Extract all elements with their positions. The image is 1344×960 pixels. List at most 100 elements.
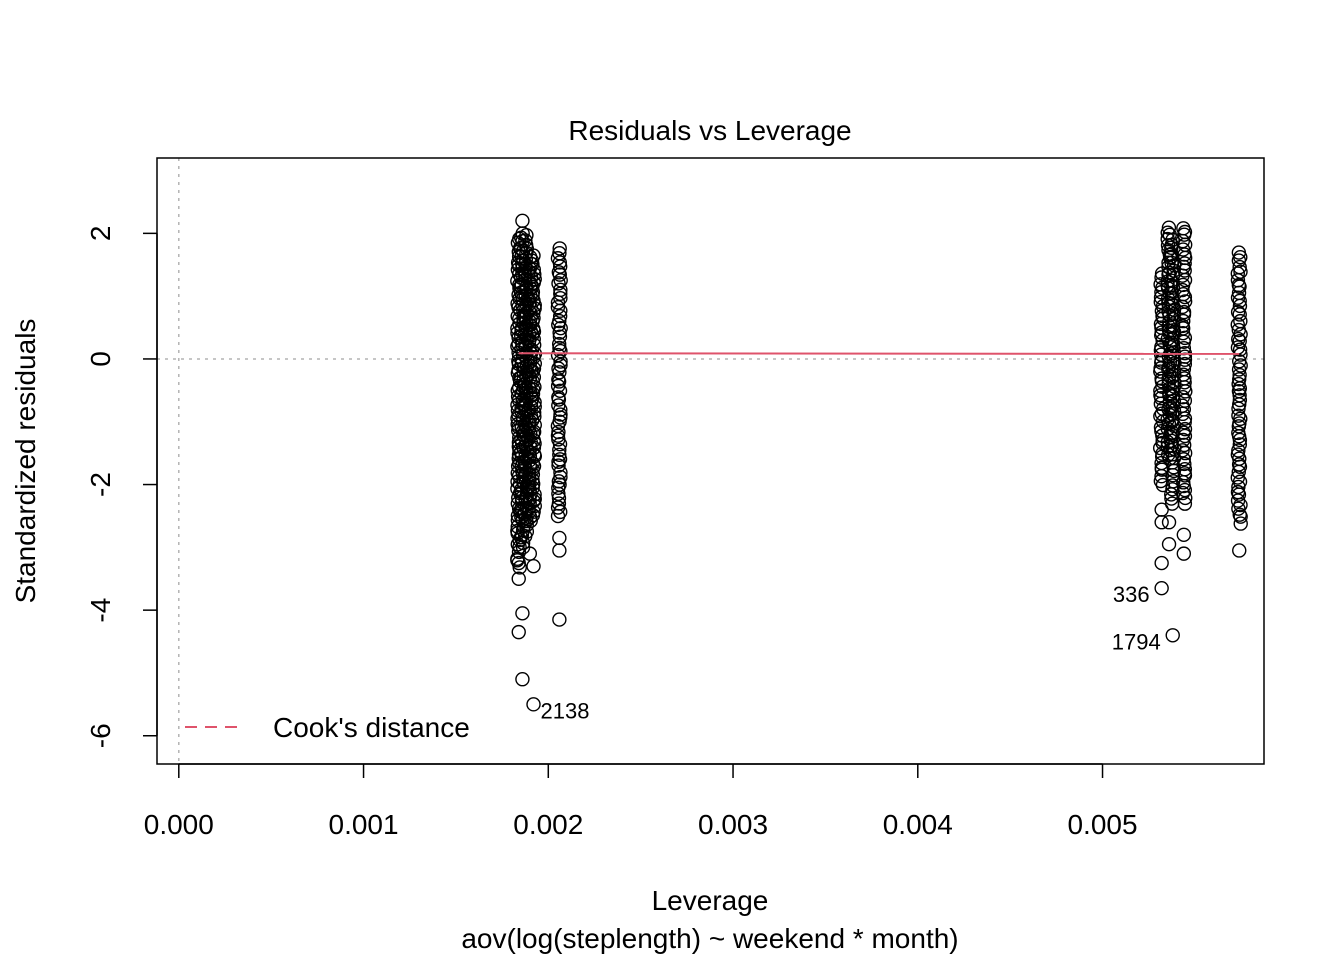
data-point bbox=[551, 336, 567, 352]
outlier-point bbox=[1176, 527, 1192, 542]
y-tick-label: -2 bbox=[85, 472, 116, 497]
data-point bbox=[552, 340, 567, 356]
y-axis: -6 -4 -2 0 2 bbox=[85, 226, 158, 748]
x-axis-label: Leverage bbox=[652, 885, 769, 916]
data-point bbox=[525, 472, 540, 488]
data-point bbox=[1175, 282, 1190, 298]
data-point bbox=[1231, 408, 1246, 423]
x-tick-label: 0.005 bbox=[1067, 809, 1137, 840]
x-tick-label: 0.001 bbox=[329, 809, 399, 840]
data-point bbox=[1233, 411, 1248, 427]
data-point bbox=[1164, 285, 1179, 301]
data-point bbox=[551, 276, 566, 291]
data-point bbox=[550, 347, 566, 363]
data-point bbox=[527, 491, 542, 507]
data-point bbox=[1165, 323, 1181, 338]
data-point bbox=[1177, 456, 1192, 472]
outlier-point bbox=[526, 558, 541, 574]
data-point bbox=[553, 282, 568, 298]
data-point bbox=[1177, 421, 1193, 437]
data-point bbox=[552, 313, 567, 329]
data-point bbox=[552, 308, 568, 324]
data-point bbox=[519, 227, 534, 243]
outlier-point bbox=[515, 606, 530, 621]
outlier-point bbox=[1154, 580, 1169, 596]
data-point bbox=[552, 329, 568, 344]
data-point bbox=[553, 320, 568, 336]
data-point bbox=[551, 398, 566, 413]
y-tick-label: 0 bbox=[85, 351, 116, 367]
data-point bbox=[552, 246, 567, 261]
data-point bbox=[1176, 313, 1191, 329]
data-point bbox=[1165, 478, 1180, 493]
data-point bbox=[1230, 484, 1246, 500]
outlier-point bbox=[515, 672, 530, 687]
data-point bbox=[551, 424, 566, 440]
point-label: 2138 bbox=[541, 698, 590, 723]
point-label: 1794 bbox=[1112, 629, 1161, 654]
data-point bbox=[1232, 293, 1247, 309]
data-point bbox=[518, 233, 533, 248]
data-point bbox=[1231, 457, 1247, 472]
smoother-line bbox=[518, 352, 1240, 355]
outlier-point bbox=[511, 571, 526, 586]
data-point bbox=[551, 265, 567, 280]
data-point bbox=[1231, 245, 1247, 260]
data-point bbox=[1166, 263, 1181, 279]
outlier-point bbox=[1154, 555, 1169, 571]
data-point bbox=[553, 407, 568, 422]
outlier-point bbox=[1232, 543, 1247, 558]
x-tick-label: 0.004 bbox=[883, 809, 953, 840]
outlier-point bbox=[552, 543, 567, 558]
data-point bbox=[1232, 437, 1248, 452]
legend: Cook's distance bbox=[185, 712, 470, 743]
x-axis: 0.000 0.001 0.002 0.003 0.004 0.005 bbox=[144, 763, 1138, 840]
outlier-point bbox=[1154, 515, 1169, 530]
outlier-point bbox=[1161, 537, 1177, 552]
legend-label: Cook's distance bbox=[273, 712, 470, 743]
data-point bbox=[1231, 501, 1246, 516]
data-point bbox=[551, 496, 567, 511]
data-point bbox=[1233, 516, 1248, 531]
x-tick-label: 0.000 bbox=[144, 809, 214, 840]
outlier-point bbox=[511, 555, 526, 571]
data-point bbox=[1232, 416, 1247, 431]
outlier-point bbox=[552, 530, 567, 546]
model-formula-caption: aov(log(steplength) ~ weekend * month) bbox=[461, 923, 958, 954]
data-point bbox=[526, 262, 541, 277]
data-point bbox=[552, 452, 568, 467]
data-point bbox=[1177, 356, 1193, 372]
data-point bbox=[1230, 304, 1246, 320]
data-point bbox=[1164, 296, 1179, 311]
reference-lines bbox=[157, 158, 1264, 764]
data-point bbox=[1166, 363, 1182, 378]
data-point bbox=[1232, 259, 1247, 275]
data-point bbox=[527, 405, 542, 420]
data-point bbox=[526, 248, 541, 263]
data-point bbox=[527, 409, 542, 424]
data-point bbox=[527, 487, 542, 502]
data-point bbox=[552, 447, 567, 462]
data-point bbox=[1153, 361, 1168, 376]
data-point bbox=[1165, 318, 1181, 333]
data-point bbox=[1175, 325, 1191, 341]
data-point bbox=[526, 321, 541, 336]
point-label: 336 bbox=[1113, 582, 1150, 607]
data-point bbox=[526, 424, 542, 440]
outlier-point bbox=[552, 612, 567, 627]
data-point bbox=[525, 386, 541, 402]
data-point bbox=[1231, 425, 1246, 441]
data-point bbox=[1177, 294, 1193, 309]
data-point bbox=[1233, 264, 1248, 279]
data-point bbox=[1176, 367, 1191, 382]
data-point bbox=[1232, 367, 1247, 383]
data-point bbox=[551, 390, 566, 405]
outlier-point bbox=[1161, 515, 1177, 530]
data-point bbox=[1232, 392, 1248, 408]
data-points bbox=[510, 213, 1248, 712]
data-point bbox=[1177, 462, 1193, 477]
data-point bbox=[1176, 452, 1191, 467]
data-point bbox=[552, 442, 567, 458]
y-axis-label: Standardized residuals bbox=[10, 319, 41, 604]
